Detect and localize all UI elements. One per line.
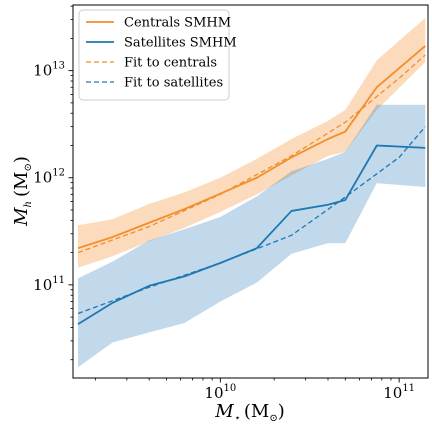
legend-label-fit-to-satellites: Fit to satellites bbox=[124, 76, 223, 91]
legend-label-satellites-smhm: Satellites SMHM bbox=[124, 36, 237, 51]
y-axis-label: Mh(M⊙) bbox=[11, 156, 34, 227]
legend-label-fit-to-centrals: Fit to centrals bbox=[124, 56, 217, 71]
satellites-smhm-band bbox=[78, 104, 426, 368]
axis-tick-labels: 1010 1011 1011 1012 1013 bbox=[33, 61, 415, 402]
x-tick-label-11: 1011 bbox=[383, 383, 415, 402]
fit-to-centrals-line bbox=[77, 54, 426, 254]
legend: Centrals SMHM Satellites SMHM Fit to centr… bbox=[78, 9, 237, 101]
legend-entries: Centrals SMHM Satellites SMHM Fit to centr… bbox=[86, 16, 237, 91]
x-tick-label-10: 1010 bbox=[204, 383, 236, 402]
satellites-smhm-line bbox=[77, 144, 426, 325]
centrals-smhm-line bbox=[77, 45, 426, 250]
plot-frame bbox=[72, 4, 429, 379]
series-lines bbox=[77, 45, 426, 325]
y-tick-label-13: 1013 bbox=[33, 61, 65, 80]
centrals-smhm-band bbox=[78, 18, 426, 268]
fit-to-satellites-line bbox=[77, 126, 426, 315]
legend-label-centrals-smhm: Centrals SMHM bbox=[124, 16, 231, 31]
x-axis-label: M⋆ (M⊙) bbox=[214, 401, 285, 424]
y-tick-label-11: 1011 bbox=[33, 275, 65, 294]
axis-ticks bbox=[68, 5, 400, 383]
uncertainty-bands bbox=[78, 18, 426, 368]
y-tick-label-12: 1012 bbox=[33, 168, 65, 187]
legend-box bbox=[78, 9, 230, 101]
